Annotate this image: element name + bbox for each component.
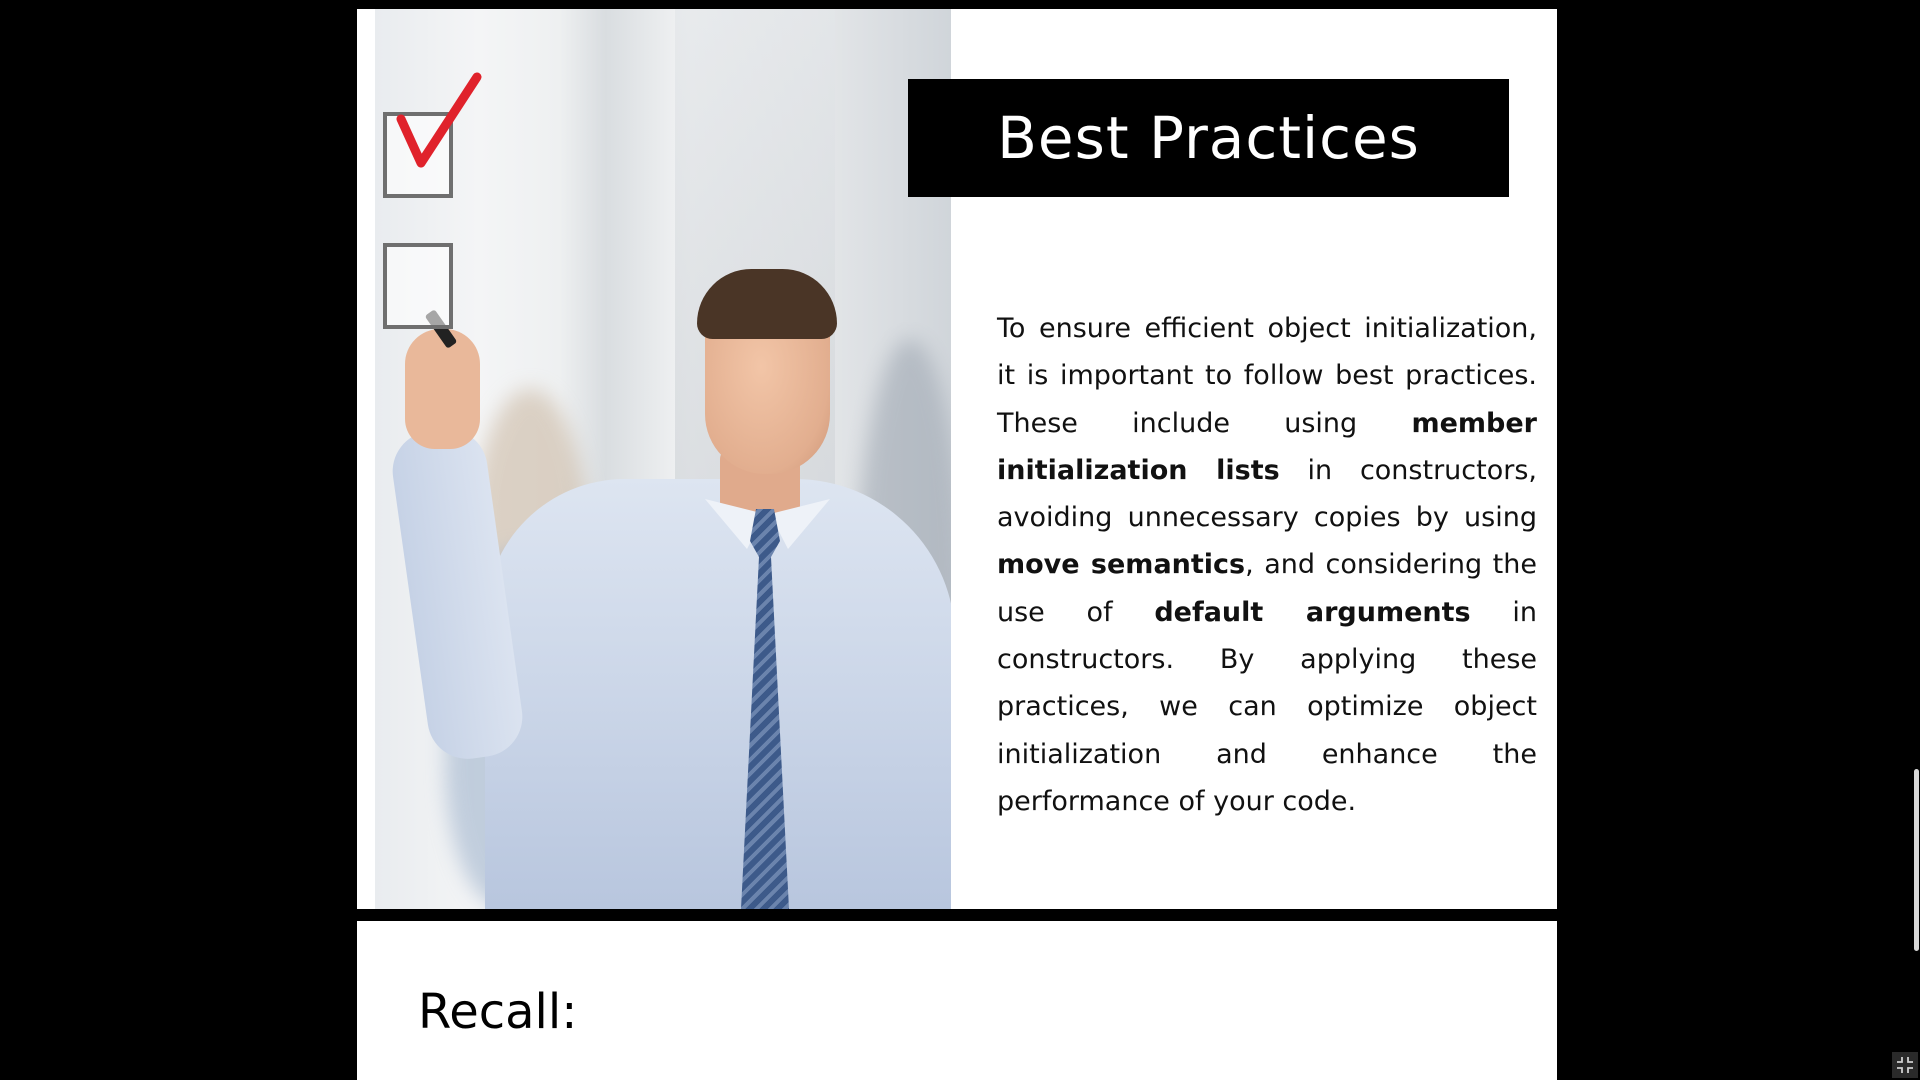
title-banner: Best Practices	[908, 79, 1509, 197]
businessman-photo	[375, 9, 951, 909]
checkmark-icon	[396, 72, 482, 168]
slide-title: Best Practices	[997, 104, 1420, 172]
photo-man-hair	[697, 269, 837, 339]
body-bold-term: move semantics	[997, 549, 1246, 581]
slide-best-practices: Best Practices To ensure efficient objec…	[357, 9, 1557, 909]
photo-man-shirt	[485, 479, 951, 909]
scrollbar-thumb[interactable]	[1914, 769, 1919, 951]
body-bold-term: member initialization lists	[997, 407, 1537, 486]
body-text-segment: in constructors. By applying these pract…	[997, 596, 1537, 817]
body-text-segment: in constructors, avoiding unnecessary co…	[997, 454, 1537, 534]
body-paragraph: To ensure efficient object initializatio…	[997, 305, 1537, 825]
slide-recall: Recall:	[357, 921, 1557, 1080]
recall-heading: Recall:	[418, 984, 578, 1040]
exit-fullscreen-button[interactable]	[1892, 1052, 1918, 1078]
body-bold-term: default arguments	[1154, 596, 1471, 628]
scrollbar-track[interactable]	[1912, 0, 1920, 1080]
checkbox-empty	[383, 243, 453, 329]
exit-fullscreen-icon	[1897, 1057, 1913, 1073]
body-text-segment: To ensure efficient object initializatio…	[997, 313, 1537, 439]
body-text-segment: , and considering the use of	[997, 549, 1537, 628]
photo-man-hand	[405, 329, 480, 449]
